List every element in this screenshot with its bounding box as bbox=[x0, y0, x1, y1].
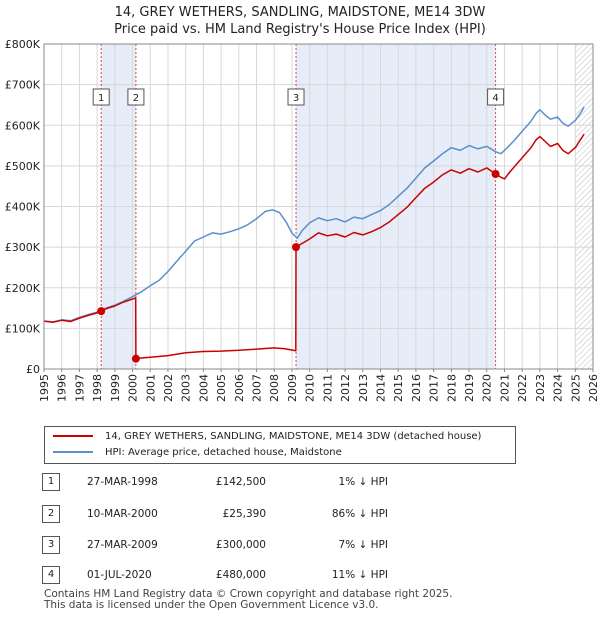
tx-hpi-diff: 11% ↓ HPI bbox=[331, 569, 388, 581]
x-tick-label: 2001 bbox=[144, 374, 157, 402]
x-tick-label: 2002 bbox=[162, 374, 175, 402]
x-tick-label: 2011 bbox=[321, 374, 334, 402]
x-tick-label: 2023 bbox=[534, 374, 547, 402]
tx-hpi-diff: 7% ↓ HPI bbox=[338, 539, 388, 551]
legend-item-hpi: HPI: Average price, detached house, Maid… bbox=[53, 445, 342, 461]
sale-marker-label: 3 bbox=[293, 93, 299, 104]
x-tick-label: 2006 bbox=[233, 374, 246, 402]
x-tick-label: 1997 bbox=[73, 374, 86, 402]
tx-price: £480,000 bbox=[215, 569, 266, 581]
sale-marker-label: 4 bbox=[492, 93, 498, 104]
x-tick-label: 2024 bbox=[552, 374, 565, 402]
x-tick-label: 2014 bbox=[374, 374, 387, 402]
y-tick-label: £100K bbox=[5, 322, 41, 335]
sale-point bbox=[491, 170, 500, 178]
sale-marker-box bbox=[287, 88, 305, 106]
legend-label-hpi: HPI: Average price, detached house, Maid… bbox=[105, 447, 342, 458]
y-tick-label: £200K bbox=[5, 282, 41, 295]
sale-point bbox=[97, 307, 106, 316]
tx-date: 27-MAR-2009 bbox=[87, 539, 158, 551]
footer-licence: This data is licensed under the Open Gov… bbox=[44, 599, 379, 611]
legend-item-property: 14, GREY WETHERS, SANDLING, MAIDSTONE, M… bbox=[53, 429, 481, 445]
chart-title-line1: 14, GREY WETHERS, SANDLING, MAIDSTONE, M… bbox=[114, 5, 486, 20]
legend: 14, GREY WETHERS, SANDLING, MAIDSTONE, M… bbox=[44, 426, 516, 464]
legend-swatch-hpi bbox=[53, 451, 93, 453]
legend-swatch-property bbox=[53, 435, 93, 437]
y-tick-label: £700K bbox=[5, 79, 41, 92]
tx-hpi-diff: 86% ↓ HPI bbox=[331, 508, 388, 520]
sale-marker-label: 2 bbox=[133, 93, 139, 104]
y-tick-label: £0 bbox=[26, 363, 40, 376]
x-tick-label: 2015 bbox=[392, 374, 405, 402]
y-tick-label: £500K bbox=[5, 160, 41, 173]
x-tick-label: 2000 bbox=[127, 374, 140, 402]
x-tick-label: 2017 bbox=[428, 374, 441, 402]
x-tick-label: 1995 bbox=[38, 374, 51, 402]
x-tick-label: 2021 bbox=[498, 374, 511, 402]
chart-title-line2: Price paid vs. HM Land Registry's House … bbox=[114, 22, 486, 37]
x-tick-label: 2022 bbox=[516, 374, 529, 402]
tx-number: 2 bbox=[42, 505, 60, 523]
tx-hpi-diff: 1% ↓ HPI bbox=[338, 476, 388, 488]
tx-number: 4 bbox=[42, 566, 60, 584]
x-tick-label: 2005 bbox=[215, 374, 228, 402]
x-tick-label: 2008 bbox=[268, 374, 281, 402]
tx-price: £300,000 bbox=[215, 539, 266, 551]
sale-marker-label: 1 bbox=[98, 93, 104, 104]
x-tick-label: 2020 bbox=[481, 374, 494, 402]
x-tick-label: 2019 bbox=[463, 374, 476, 402]
property-price-line bbox=[43, 133, 585, 360]
tx-date: 01-JUL-2020 bbox=[87, 569, 152, 581]
x-tick-label: 2018 bbox=[445, 374, 458, 402]
tx-price: £25,390 bbox=[222, 508, 266, 520]
hpi-line bbox=[43, 106, 585, 323]
footer-notice: Contains HM Land Registry data © Crown c… bbox=[44, 589, 452, 611]
x-tick-label: 2010 bbox=[304, 374, 317, 402]
price-chart: 1 2 3 4 £0 £100K £200K £300K £400K £500K £600K £70… bbox=[5, 38, 600, 402]
sale-point bbox=[292, 243, 301, 252]
x-tick-label: 2004 bbox=[197, 374, 210, 402]
tx-number: 1 bbox=[42, 473, 60, 491]
x-tick-label: 2013 bbox=[357, 374, 370, 402]
y-tick-label: £600K bbox=[5, 119, 41, 132]
x-tick-label: 2025 bbox=[569, 374, 582, 402]
sale-marker-box bbox=[487, 88, 505, 106]
y-tick-label: £300K bbox=[5, 241, 41, 254]
y-tick-label: £800K bbox=[5, 38, 41, 51]
x-tick-label: 2009 bbox=[286, 374, 299, 402]
sale-marker-box bbox=[127, 88, 145, 106]
x-tick-label: 2003 bbox=[180, 374, 193, 402]
tx-date: 27-MAR-1998 bbox=[87, 476, 158, 488]
x-tick-label: 2012 bbox=[339, 374, 352, 402]
plot-frame bbox=[43, 43, 594, 370]
x-tick-label: 1996 bbox=[56, 374, 69, 402]
x-tick-label: 2016 bbox=[410, 374, 423, 402]
x-tick-label: 1998 bbox=[91, 374, 104, 402]
sale-marker-box bbox=[92, 88, 110, 106]
y-tick-label: £400K bbox=[5, 201, 41, 214]
tx-date: 10-MAR-2000 bbox=[87, 508, 158, 520]
x-tick-label: 1999 bbox=[109, 374, 122, 402]
x-tick-label: 2026 bbox=[587, 374, 600, 402]
tx-number: 3 bbox=[42, 536, 60, 554]
sale-point bbox=[131, 354, 140, 363]
tx-price: £142,500 bbox=[215, 476, 266, 488]
footer-copyright: Contains HM Land Registry data © Crown c… bbox=[44, 588, 453, 600]
x-tick-label: 2007 bbox=[251, 374, 264, 402]
legend-label-property: 14, GREY WETHERS, SANDLING, MAIDSTONE, M… bbox=[105, 431, 482, 442]
